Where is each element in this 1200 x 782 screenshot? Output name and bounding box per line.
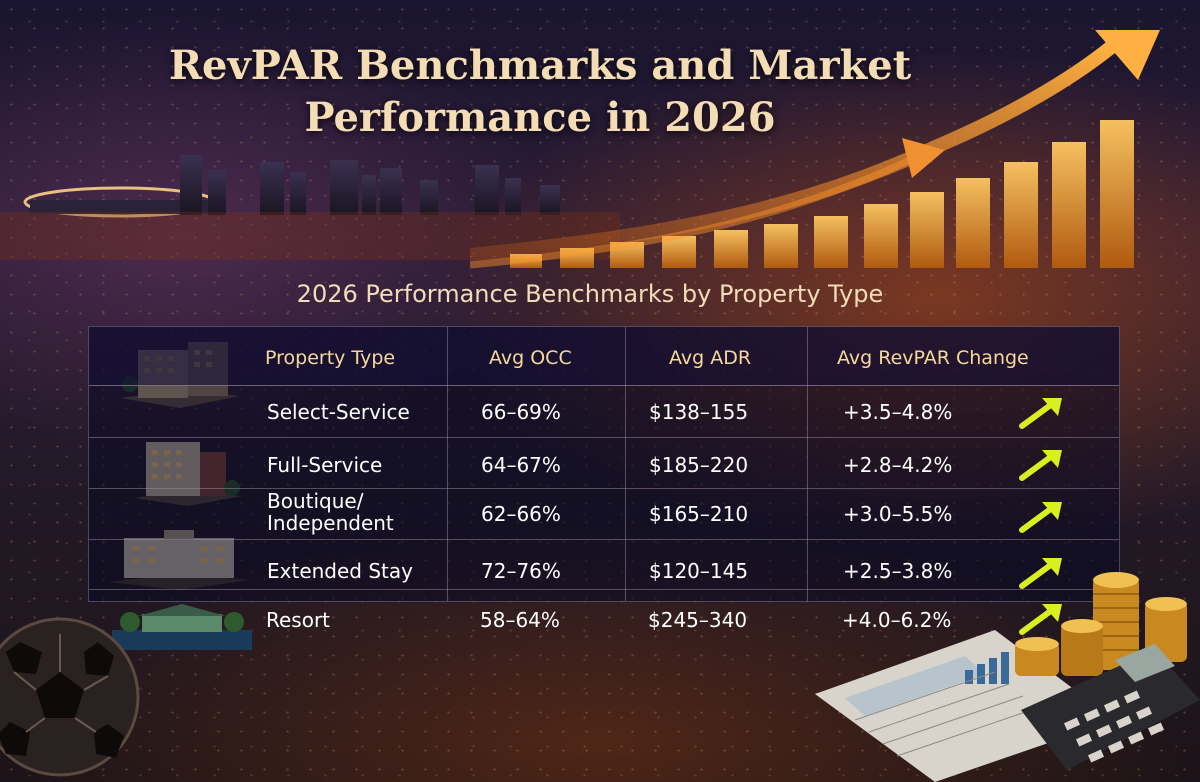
title-line-1: RevPAR Benchmarks and Market (168, 42, 912, 89)
column-divider (807, 327, 808, 601)
avg-revpar-change-cell: +2.5–3.8% (843, 559, 953, 583)
avg-adr-cell: $185–220 (649, 453, 749, 477)
soccer-ball (0, 617, 140, 777)
avg-occ-cell: 58–64% (480, 608, 560, 632)
avg-occ-cell: 64–67% (481, 453, 561, 477)
avg-adr-cell: $165–210 (649, 502, 749, 526)
property-type-cell: Select-Service (267, 400, 410, 424)
city-skyline (0, 155, 620, 260)
growth-bar-chart (470, 30, 1160, 269)
benchmark-table: Property Type Avg OCC Avg ADR Avg RevPAR… (88, 326, 1120, 602)
table-row: Boutique/ Independent 62–66% $165–210 +3… (89, 488, 1119, 540)
header-avg-occ: Avg OCC (489, 347, 572, 369)
avg-occ-cell: 72–76% (481, 559, 561, 583)
property-type-cell: Resort (266, 608, 331, 632)
property-type-cell: Extended Stay (267, 559, 413, 583)
up-right-arrow-icon (1019, 450, 1062, 481)
avg-revpar-change-cell: +2.8–4.2% (843, 453, 953, 477)
title-line-2: Performance in 2026 (304, 94, 776, 141)
property-type-cell: Full-Service (267, 453, 383, 477)
avg-adr-cell: $138–155 (649, 400, 749, 424)
up-right-arrow-icon (1019, 502, 1062, 533)
property-type-cell: Boutique/ Independent (267, 490, 394, 534)
avg-revpar-change-cell: +3.5–4.8% (843, 400, 953, 424)
avg-occ-cell: 62–66% (481, 502, 561, 526)
up-right-arrow-icon (1019, 604, 1062, 635)
avg-adr-cell: $245–340 (648, 608, 748, 632)
avg-revpar-change-cell: +4.0–6.2% (842, 608, 952, 632)
table-row: Full-Service 64–67% $185–220 +2.8–4.2% (89, 437, 1119, 489)
avg-adr-cell: $120–145 (649, 559, 749, 583)
page-title: RevPAR Benchmarks and Market Performance… (160, 40, 920, 144)
up-right-arrow-icon (1019, 558, 1062, 589)
finance-decoration (815, 572, 1200, 782)
header-avg-revpar-change: Avg RevPAR Change (837, 347, 1029, 369)
table-row: Select-Service 66–69% $138–155 +3.5–4.8% (89, 386, 1119, 438)
column-divider (625, 327, 626, 601)
avg-occ-cell: 66–69% (481, 400, 561, 424)
table-subtitle: 2026 Performance Benchmarks by Property … (296, 280, 884, 308)
header-avg-adr: Avg ADR (669, 347, 752, 369)
resort-icon (112, 604, 252, 650)
coin-stacks (1015, 572, 1187, 676)
table-header-row: Property Type Avg OCC Avg ADR Avg RevPAR… (89, 327, 1119, 386)
property-type-line: Independent (267, 511, 394, 535)
table-row: Resort 58–64% $245–340 +4.0–6.2% (88, 596, 1118, 644)
up-right-arrow-icon (1019, 398, 1062, 429)
property-type-line: Boutique/ (267, 489, 364, 513)
header-property-type: Property Type (265, 347, 396, 369)
table-row: Extended Stay 72–76% $120–145 +2.5–3.8% (89, 539, 1119, 590)
calculator (1021, 644, 1200, 770)
avg-revpar-change-cell: +3.0–5.5% (843, 502, 953, 526)
column-divider (447, 327, 448, 601)
